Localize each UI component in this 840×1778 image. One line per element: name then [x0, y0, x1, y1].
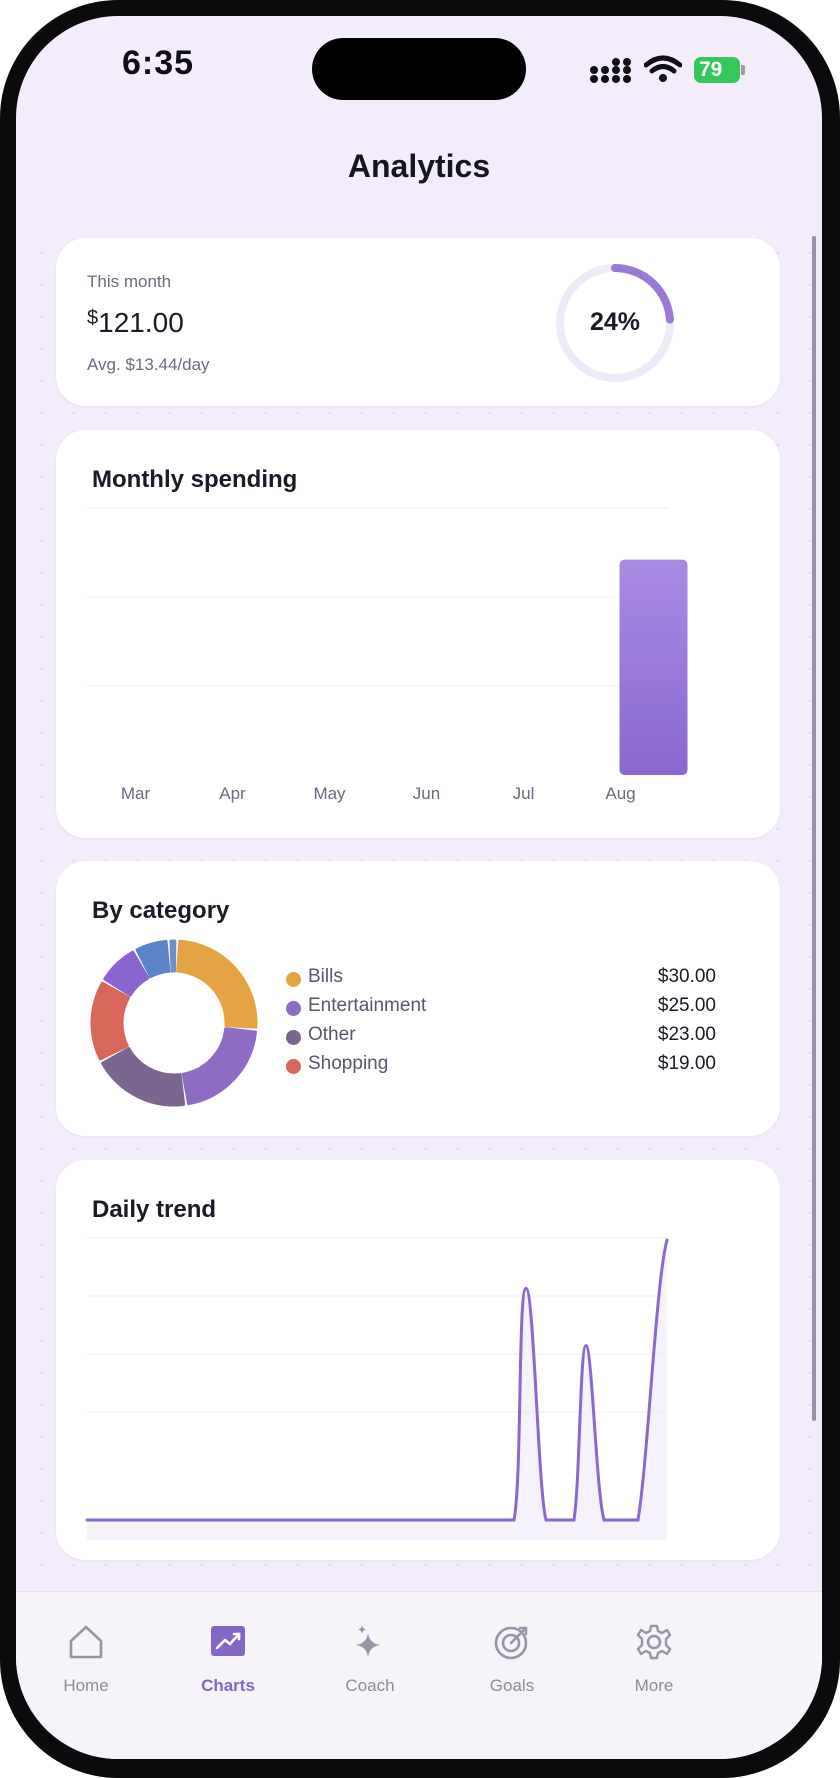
currency-symbol: $ — [87, 307, 99, 329]
cellular-signal-icon — [590, 58, 631, 83]
legend-dot — [286, 1030, 301, 1045]
legend-dot — [286, 1059, 301, 1074]
summary-label: This month — [87, 272, 172, 291]
progress-ring-fill — [611, 264, 674, 324]
category-donut-chart — [90, 939, 258, 1107]
x-tick-label: May — [313, 784, 346, 803]
legend-row-bills: Bills $30.00 — [286, 964, 716, 996]
status-time: 6:35 — [122, 44, 195, 82]
page-title: Analytics — [347, 148, 491, 184]
tab-coach[interactable]: Coach — [300, 1592, 440, 1702]
amount-value: 121.00 — [98, 307, 184, 338]
x-tick-label: Apr — [219, 784, 246, 803]
summary-avg: Avg. $13.44/day — [87, 355, 210, 374]
monthly-bar-chart: Mar Apr May Jun Jul Aug — [87, 507, 688, 803]
progress-ring — [556, 264, 674, 382]
trend-area — [87, 1240, 667, 1540]
daily-trend-title: Daily trend — [92, 1196, 217, 1223]
monthly-spending-card: Monthly spending Mar Apr May Jun Jul Aug — [56, 430, 780, 838]
legend-name: Entertainment — [308, 995, 427, 1016]
dynamic-island — [312, 38, 526, 100]
screen: 6:35 79 Analytics This month $121.00 Avg… — [16, 16, 822, 1759]
sparkle-icon — [355, 1625, 381, 1657]
scrollbar[interactable] — [812, 236, 816, 1421]
x-tick-label: Jun — [413, 784, 440, 803]
legend-row-other: Other $23.00 — [286, 1022, 716, 1054]
legend-dot — [286, 972, 301, 987]
legend-amount: $30.00 — [657, 966, 716, 987]
chart-icon — [211, 1626, 245, 1656]
battery-indicator: 79 — [694, 57, 740, 83]
trend-line — [85, 1238, 669, 1522]
tab-label: Charts — [201, 1676, 255, 1695]
wifi-icon — [644, 55, 682, 82]
summary-amount: $121.00 — [87, 307, 184, 339]
donut-slice[interactable] — [103, 950, 150, 997]
summary-card: This month $121.00 Avg. $13.44/day 24% — [56, 238, 780, 406]
battery-cap — [741, 65, 745, 75]
donut-slice[interactable] — [135, 939, 171, 979]
bar-aug[interactable] — [619, 559, 688, 775]
tab-home[interactable]: Home — [16, 1592, 156, 1702]
tab-bar: Home Charts Coach Goals — [16, 1591, 822, 1759]
tab-label: Home — [63, 1676, 109, 1695]
x-tick-label: Aug — [605, 784, 635, 803]
category-title: By category — [92, 897, 230, 924]
home-icon — [69, 1625, 103, 1659]
legend-row-shopping: Shopping $19.00 — [286, 1051, 716, 1083]
tab-goals[interactable]: Goals — [442, 1592, 582, 1702]
progress-percent: 24% — [589, 308, 641, 336]
tab-label: Goals — [489, 1676, 535, 1695]
category-card: By category Bills $30.00 Entertainment $25.… — [56, 861, 780, 1136]
gear-icon — [636, 1624, 672, 1660]
x-tick-label: Jul — [513, 784, 535, 803]
scroll-content[interactable]: This month $121.00 Avg. $13.44/day 24% M… — [16, 231, 822, 1611]
daily-line-chart — [85, 1237, 669, 1540]
donut-slice-shopping[interactable] — [90, 981, 131, 1061]
monthly-spending-title: Monthly spending — [92, 466, 298, 493]
donut-slice-other[interactable] — [101, 1047, 186, 1107]
legend-amount: $23.00 — [657, 1024, 716, 1045]
legend-name: Bills — [308, 966, 343, 987]
legend-amount: $25.00 — [657, 995, 716, 1016]
tab-more[interactable]: More — [584, 1592, 724, 1702]
donut-slice-entertainment[interactable] — [181, 1027, 258, 1106]
tab-label: Coach — [345, 1676, 395, 1695]
donut-slice-bills[interactable] — [176, 939, 258, 1029]
legend-amount: $19.00 — [657, 1053, 716, 1074]
legend-name: Shopping — [308, 1053, 389, 1074]
category-legend: Bills $30.00 Entertainment $25.00 Other $23.0… — [286, 964, 716, 1104]
tab-charts[interactable]: Charts — [158, 1592, 298, 1702]
daily-trend-card: Daily trend — [56, 1160, 780, 1560]
legend-row-entertainment: Entertainment $25.00 — [286, 993, 716, 1025]
donut-slice[interactable] — [169, 939, 177, 973]
legend-name: Other — [308, 1024, 356, 1045]
legend-dot — [286, 1001, 301, 1016]
target-icon — [494, 1626, 528, 1660]
x-tick-label: Mar — [121, 784, 151, 803]
tab-label: More — [634, 1676, 674, 1695]
